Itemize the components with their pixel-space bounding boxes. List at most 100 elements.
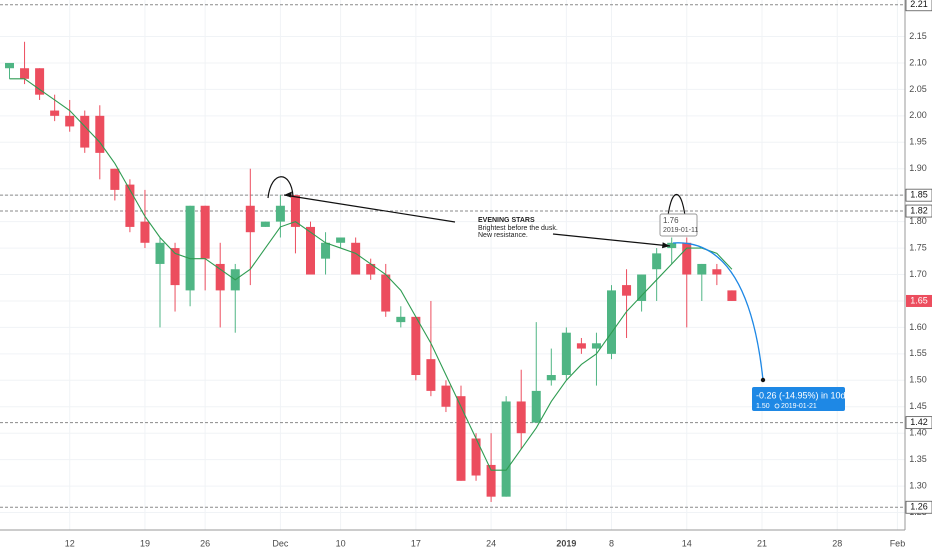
x-tick-label: 24: [486, 538, 496, 548]
candle-body: [260, 221, 270, 227]
projection-icon: [774, 403, 780, 409]
projection-date: 2019-01-21: [781, 403, 817, 410]
candle-body: [215, 263, 225, 291]
candle-body: [366, 263, 376, 275]
price-label: 1.85: [910, 190, 928, 200]
candle-body: [667, 242, 677, 249]
callout-date: 2019-01-11: [663, 227, 698, 234]
annotation: EVENING STARS: [478, 217, 535, 224]
arrow: [283, 194, 456, 223]
candle-body: [125, 184, 135, 227]
y-tick-label: 1.95: [909, 137, 927, 147]
candle-body: [245, 205, 255, 233]
x-tick-label: 12: [65, 538, 75, 548]
y-axis: 1.251.301.351.401.451.501.551.601.651.70…: [905, 0, 932, 517]
y-tick-label: 1.75: [909, 242, 927, 252]
candle-body: [275, 205, 285, 222]
candle-body: [200, 205, 210, 259]
candle-body: [185, 205, 195, 291]
candle-body: [110, 168, 120, 190]
callout-price: 1.76: [663, 216, 679, 225]
annotation: Brightest before the dusk.: [478, 225, 558, 232]
price-label-box: [905, 416, 932, 430]
candle-body: [561, 332, 571, 376]
price-label-box: [905, 188, 932, 202]
moving-average: [9, 78, 733, 471]
candle-body: [155, 242, 165, 264]
candle-body: [140, 221, 150, 243]
x-tick-label: Dec: [272, 538, 289, 548]
projection-change: -0.26 (-14.95%) in 10d: [756, 390, 846, 400]
candle-body: [396, 316, 406, 323]
y-tick-label: 1.35: [909, 454, 927, 464]
price-label: 2.21: [910, 0, 928, 9]
y-tick-label: 1.50: [909, 375, 927, 385]
arc: [267, 176, 294, 199]
candle-body: [486, 464, 496, 497]
y-tick-label: 2.10: [909, 57, 927, 67]
x-tick-label: 28: [832, 538, 842, 548]
y-tick-label: 1.60: [909, 322, 927, 332]
x-tick-label: 2019: [556, 538, 576, 548]
projection-point: [760, 377, 766, 383]
price-label-box: [905, 500, 932, 514]
candle-body: [5, 62, 14, 69]
arrow-head: [662, 242, 670, 249]
candle-body: [50, 110, 60, 116]
annotation: New resistance.: [478, 232, 528, 239]
plot: [5, 41, 737, 502]
x-tick-label: Feb: [890, 538, 906, 548]
projection-price: 1.50: [756, 403, 770, 410]
candle-body: [591, 343, 601, 349]
candle-body: [712, 269, 722, 275]
candle-body: [697, 263, 707, 275]
candle-body: [622, 285, 632, 296]
price-label: 1.82: [910, 205, 928, 215]
candle-body: [95, 115, 105, 153]
projection-curve: [672, 242, 764, 381]
candle-body: [531, 390, 541, 423]
y-tick-label: 1.90: [909, 163, 927, 173]
candle-body: [516, 401, 526, 434]
candle-body: [607, 290, 616, 354]
candle-body: [20, 68, 30, 79]
price-label: 1.26: [910, 502, 928, 512]
candle-body: [306, 226, 315, 275]
x-tick-label: 17: [411, 538, 421, 548]
candle-body: [381, 274, 391, 312]
candle-body: [637, 274, 647, 301]
candle-body: [336, 237, 346, 243]
y-axis-panel: [905, 0, 932, 550]
candle-body: [35, 68, 45, 95]
y-tick-label: 1.70: [909, 269, 927, 279]
x-tick-label: 8: [609, 538, 614, 548]
grid: [0, 0, 905, 530]
y-tick-label: 1.30: [909, 480, 927, 490]
x-tick-label: 14: [682, 538, 692, 548]
candle-body: [576, 343, 586, 349]
last-price-box: [906, 294, 932, 307]
drawings: EVENING STARS Brightest before the dusk.…: [267, 176, 846, 411]
price-label: 1.42: [910, 417, 928, 427]
candle-body: [682, 242, 692, 275]
x-tick-label: 19: [140, 538, 150, 548]
y-tick-label: 1.80: [909, 216, 927, 226]
y-tick-label: 1.40: [909, 428, 927, 438]
candle-body: [471, 438, 481, 476]
y-tick-label: 2.05: [909, 84, 927, 94]
candle-body: [411, 316, 421, 376]
callout-box: [659, 213, 698, 237]
x-tick-label: 21: [757, 538, 767, 548]
arrow-head: [284, 191, 292, 198]
candle-body: [546, 375, 556, 381]
candle-body: [321, 242, 331, 259]
candle-body: [426, 359, 436, 391]
candle-body: [652, 253, 662, 270]
candle-body: [170, 248, 180, 286]
arrow: [552, 233, 671, 247]
candle-body: [727, 290, 737, 301]
y-tick-label: 2.00: [909, 110, 927, 120]
candle-body: [80, 115, 90, 148]
